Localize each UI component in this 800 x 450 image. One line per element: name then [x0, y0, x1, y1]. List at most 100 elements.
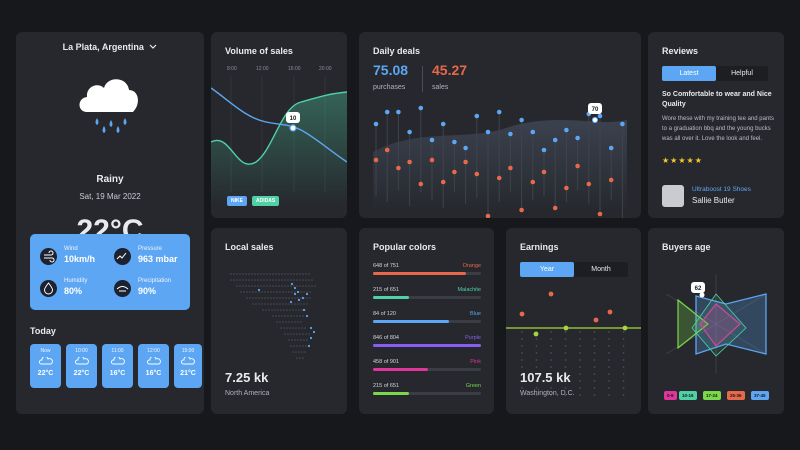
hour-temp: 16°C	[109, 370, 126, 377]
map-dot	[294, 339, 296, 341]
earnings-location: Washington, D.C.	[520, 390, 575, 397]
time-tick: 8:00	[227, 66, 237, 72]
map-dot	[242, 279, 244, 281]
card-title: Reviews	[662, 46, 699, 56]
map-dot	[291, 291, 293, 293]
hourly-forecast-tile[interactable]: 11:00 16°C	[102, 344, 133, 388]
map-dot	[296, 285, 298, 287]
map-dot	[249, 297, 251, 299]
grid-dot	[564, 338, 567, 340]
progress-fill	[373, 296, 409, 299]
grid-dot	[535, 380, 538, 382]
grid-dot	[608, 352, 610, 354]
grid-dot	[608, 373, 610, 375]
product-thumbnail[interactable]	[662, 185, 684, 207]
grid-dot	[579, 345, 581, 347]
map-dot	[245, 273, 247, 275]
grid-dot	[564, 359, 567, 361]
hourly-forecast-tile[interactable]: Now 22°C	[30, 344, 61, 388]
legend-tag-adidas[interactable]: ADIDAS	[252, 196, 280, 206]
time-tick: 12:00	[256, 66, 269, 72]
hourly-forecast-tile[interactable]: 10:00 22°C	[66, 344, 97, 388]
color-progress-row: 215 of 651 Malachite	[373, 287, 481, 303]
map-dot	[293, 315, 295, 317]
sale-point	[429, 157, 435, 163]
purchase-point	[485, 129, 491, 135]
grid-dot	[535, 387, 538, 389]
earnings-point-orange	[519, 311, 525, 317]
map-dot	[291, 303, 293, 305]
map-dot	[278, 315, 280, 317]
map-dot	[302, 315, 304, 317]
tab-helpful[interactable]: Helpful	[716, 66, 768, 81]
tooltip-point	[289, 124, 297, 132]
map-dot	[230, 273, 232, 275]
purchase-point	[429, 137, 435, 143]
grid-dot	[608, 380, 610, 382]
grid-dot	[608, 331, 610, 333]
weather-condition: Rainy	[96, 174, 124, 185]
map-dot	[297, 297, 299, 299]
hourly-forecast-tile[interactable]: 15:00 21°C	[174, 344, 202, 388]
tab-latest[interactable]: Latest	[662, 66, 716, 81]
grid-dot	[622, 331, 625, 333]
map-dot	[300, 321, 302, 323]
map-dot	[254, 273, 256, 275]
precipitation-icon	[114, 280, 131, 297]
map-dot	[272, 285, 274, 287]
map-dot	[298, 309, 300, 311]
location-selector[interactable]: La Plata, Argentina	[16, 42, 204, 52]
map-dot	[258, 297, 260, 299]
buyers-age-card: Buyers age 62 0-9 10-16 17-24 25-36 37-4…	[648, 228, 784, 414]
age-legend-17-24[interactable]: 17-24	[703, 391, 721, 400]
age-legend-10-16[interactable]: 10-16	[679, 391, 697, 400]
map-dot	[297, 303, 299, 305]
earnings-point-green	[622, 325, 628, 331]
map-dot	[289, 309, 291, 311]
earnings-point-orange	[548, 291, 554, 297]
stat-pressure: Pressure 963 mbar	[114, 246, 192, 272]
chevron-down-icon	[149, 44, 157, 49]
hourly-forecast-tile[interactable]: 12:00 16°C	[138, 344, 169, 388]
grid-dot	[579, 380, 581, 382]
tab-month[interactable]: Month	[574, 262, 628, 277]
map-dot	[248, 273, 250, 275]
map-dot	[239, 285, 241, 287]
age-legend-0-9[interactable]: 0-9	[664, 391, 677, 400]
map-dot	[301, 327, 303, 329]
map-dot	[284, 279, 286, 281]
purchase-point	[452, 139, 457, 145]
map-dot	[294, 291, 296, 293]
map-dot	[278, 273, 280, 275]
age-legend-25-36[interactable]: 25-36	[727, 391, 745, 400]
legend-tag-nike[interactable]: NIKE	[227, 196, 247, 206]
map-dot	[293, 345, 295, 347]
map-dot	[273, 297, 275, 299]
map-dot	[263, 279, 265, 281]
grid-dot	[622, 380, 625, 382]
daily-deals-card: Daily deals 75.08 purchases 45.27 sales …	[359, 32, 641, 218]
map-dot	[302, 279, 304, 281]
stat-value: 80%	[64, 286, 83, 296]
map-dot	[284, 273, 286, 275]
purchase-point	[608, 145, 614, 151]
progress-fill	[373, 368, 428, 371]
map-dot	[275, 315, 277, 317]
purchase-point	[541, 147, 547, 153]
series-blue	[695, 293, 767, 355]
map-dot	[311, 285, 313, 287]
map-dot	[252, 303, 254, 305]
map-dot	[261, 303, 263, 305]
age-legend-37-45[interactable]: 37-45	[751, 391, 769, 400]
sale-point	[608, 177, 614, 183]
card-title: Earnings	[520, 242, 559, 252]
purchase-point	[519, 117, 524, 123]
humidity-icon	[40, 280, 57, 297]
map-dot	[285, 291, 287, 293]
map-dot	[305, 273, 307, 275]
product-link[interactable]: Ultraboost 19 Shoes	[692, 186, 751, 193]
map-dot	[287, 273, 289, 275]
tab-year[interactable]: Year	[520, 262, 574, 277]
map-dot	[288, 303, 290, 305]
hour-label: 10:00	[75, 348, 88, 354]
